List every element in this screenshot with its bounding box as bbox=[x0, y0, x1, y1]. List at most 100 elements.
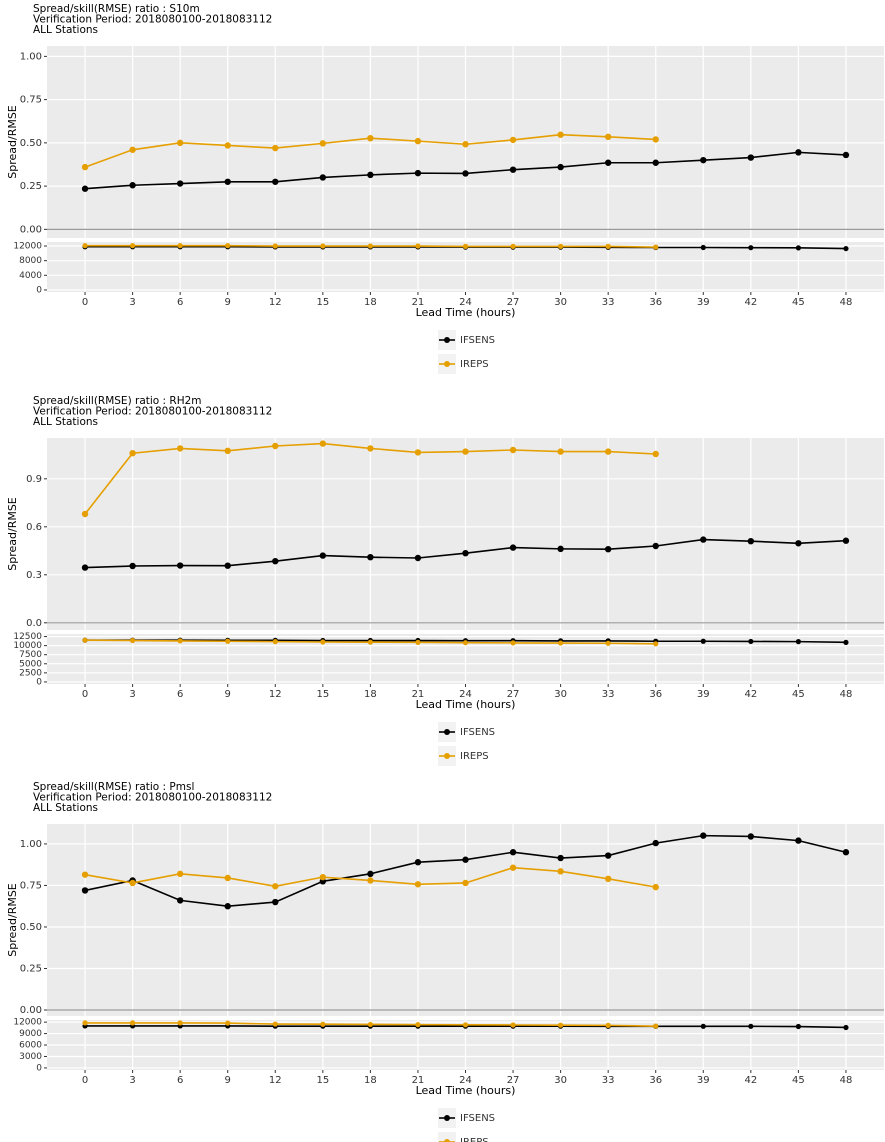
x-tick-label: 39 bbox=[697, 1075, 710, 1086]
count-point bbox=[843, 245, 849, 252]
count-tick-label: 2500 bbox=[19, 668, 42, 678]
legend-label: IREPS bbox=[460, 359, 489, 370]
data-point bbox=[81, 887, 89, 894]
data-point bbox=[272, 178, 279, 185]
data-point bbox=[414, 859, 422, 866]
data-point bbox=[652, 883, 659, 891]
y-tick-label: 0.50 bbox=[20, 138, 42, 149]
x-tick-label: 3 bbox=[129, 297, 135, 308]
x-tick-label: 45 bbox=[792, 689, 805, 700]
data-point bbox=[462, 170, 469, 177]
data-point bbox=[367, 445, 374, 452]
data-point bbox=[367, 877, 374, 884]
data-point bbox=[604, 852, 612, 859]
count-tick-label: 7500 bbox=[19, 650, 42, 660]
count-point bbox=[462, 1022, 469, 1028]
x-tick-label: 30 bbox=[554, 689, 567, 700]
x-tick-label: 15 bbox=[316, 689, 329, 700]
count-point bbox=[462, 243, 469, 249]
count-point bbox=[130, 1020, 136, 1026]
data-point bbox=[700, 156, 707, 164]
x-tick-label: 36 bbox=[649, 1075, 662, 1086]
x-tick-label: 36 bbox=[649, 297, 662, 308]
x-tick-label: 27 bbox=[507, 297, 520, 308]
data-point bbox=[319, 440, 327, 447]
data-point bbox=[272, 883, 279, 890]
data-point bbox=[700, 536, 707, 543]
count-point bbox=[700, 244, 706, 251]
chart-title: Verification Period: 2018080100-20180831… bbox=[33, 792, 272, 804]
data-point bbox=[272, 144, 279, 152]
data-point bbox=[414, 881, 422, 888]
count-point bbox=[272, 1021, 278, 1027]
data-point bbox=[414, 169, 422, 177]
data-point bbox=[557, 868, 564, 875]
count-point bbox=[653, 641, 659, 647]
count-point bbox=[653, 244, 659, 250]
x-tick-label: 18 bbox=[364, 689, 377, 700]
x-tick-label: 21 bbox=[412, 689, 425, 700]
x-tick-label: 48 bbox=[840, 689, 853, 700]
count-point bbox=[605, 640, 611, 646]
data-point bbox=[176, 139, 184, 147]
count-point bbox=[177, 243, 183, 249]
count-tick-label: 0 bbox=[36, 677, 42, 687]
data-point bbox=[129, 879, 136, 887]
count-point bbox=[82, 1020, 88, 1026]
data-point bbox=[414, 137, 422, 145]
count-point bbox=[843, 1024, 849, 1031]
count-tick-label: 9000 bbox=[19, 1029, 42, 1039]
x-tick-label: 27 bbox=[507, 1075, 520, 1086]
data-point bbox=[224, 903, 231, 910]
x-tick-label: 15 bbox=[316, 1075, 329, 1086]
x-axis-title: Lead Time (hours) bbox=[416, 698, 516, 711]
count-point bbox=[795, 639, 801, 645]
data-point bbox=[224, 142, 231, 149]
data-point bbox=[176, 445, 184, 452]
count-point bbox=[367, 639, 373, 645]
legend-key bbox=[438, 1132, 456, 1142]
count-point bbox=[367, 243, 373, 249]
count-point bbox=[320, 243, 326, 249]
count-point bbox=[843, 639, 849, 645]
x-axis-title: Lead Time (hours) bbox=[416, 306, 516, 319]
data-point bbox=[604, 448, 612, 455]
legend-point bbox=[444, 753, 450, 759]
data-point bbox=[319, 873, 327, 881]
chart-title: Verification Period: 2018080100-20180831… bbox=[33, 406, 272, 418]
y-tick-label: 0.75 bbox=[20, 95, 42, 106]
count-point bbox=[272, 639, 278, 645]
data-point bbox=[414, 449, 422, 456]
count-point bbox=[367, 1021, 373, 1028]
legend-point bbox=[444, 1115, 450, 1121]
count-tick-label: 0 bbox=[36, 285, 42, 295]
data-point bbox=[652, 159, 659, 166]
panel: Spread/skill(RMSE) ratio : PmslVerificat… bbox=[6, 781, 884, 1142]
y-tick-label: 0.3 bbox=[26, 570, 42, 581]
x-tick-label: 9 bbox=[225, 297, 231, 308]
data-point bbox=[272, 898, 279, 906]
data-point bbox=[319, 140, 327, 147]
data-point bbox=[842, 537, 850, 544]
legend-label: IREPS bbox=[460, 1137, 489, 1142]
x-tick-label: 12 bbox=[269, 689, 282, 700]
data-point bbox=[795, 149, 802, 156]
y-tick-label: 0.25 bbox=[20, 963, 42, 974]
data-point bbox=[129, 562, 136, 570]
x-tick-label: 12 bbox=[269, 1075, 282, 1086]
data-point bbox=[604, 133, 612, 141]
count-point bbox=[177, 638, 183, 644]
x-tick-label: 9 bbox=[225, 689, 231, 700]
count-tick-label: 6000 bbox=[19, 1041, 42, 1051]
legend-label: IREPS bbox=[460, 751, 489, 762]
data-point bbox=[81, 185, 89, 192]
x-tick-label: 18 bbox=[364, 1075, 377, 1086]
count-point bbox=[795, 245, 801, 251]
y-tick-label: 0.75 bbox=[20, 880, 42, 891]
data-point bbox=[319, 174, 327, 181]
data-point bbox=[604, 875, 612, 883]
x-tick-label: 6 bbox=[177, 689, 183, 700]
data-point bbox=[272, 558, 279, 565]
data-point bbox=[367, 870, 374, 878]
count-tick-label: 5000 bbox=[19, 659, 42, 669]
